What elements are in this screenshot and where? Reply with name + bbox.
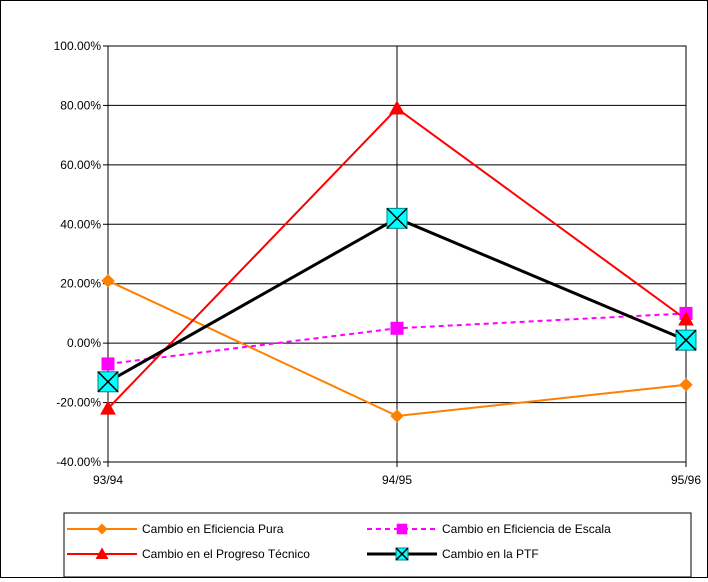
square-marker — [101, 357, 115, 371]
legend-label: Cambio en la PTF — [442, 547, 539, 561]
grid-lines — [103, 45, 687, 467]
diamond-marker — [679, 378, 693, 392]
x-box-marker-cross — [395, 547, 409, 561]
diamond-marker — [390, 409, 404, 423]
y-tick-label: 0.00% — [67, 336, 101, 350]
x-tick-label: 94/95 — [382, 473, 412, 487]
legend-label: Cambio en el Progreso Técnico — [142, 547, 310, 561]
y-tick-label: 40.00% — [60, 217, 101, 231]
x-box-marker-cross — [386, 207, 408, 229]
y-tick-label: 100.00% — [54, 39, 102, 53]
x-tick-label: 95/96 — [671, 473, 701, 487]
x-axis-labels: 93/94 94/95 95/96 — [93, 473, 701, 487]
legend: Cambio en Eficiencia Pura Cambio en Efici… — [63, 512, 692, 578]
y-tick-label: -20.00% — [56, 396, 101, 410]
y-tick-label: 60.00% — [60, 158, 101, 172]
y-tick-label: -40.00% — [56, 455, 101, 469]
plot-area-border — [107, 45, 687, 463]
y-axis-labels: 100.00% 80.00% 60.00% 40.00% 20.00% 0.00% -20.… — [54, 39, 102, 469]
y-tick-label: 80.00% — [60, 98, 101, 112]
triangle-marker — [95, 547, 109, 559]
triangle-marker — [389, 100, 405, 115]
legend-label: Cambio en Eficiencia de Escala — [442, 522, 611, 536]
y-tick-label: 20.00% — [60, 277, 101, 291]
series-markers — [97, 100, 697, 423]
diamond-marker — [101, 274, 115, 288]
diamond-marker — [96, 523, 108, 535]
x-box-marker-cross — [97, 371, 119, 393]
triangle-marker — [678, 311, 694, 326]
x-tick-label: 93/94 — [93, 473, 123, 487]
square-marker — [390, 321, 404, 335]
legend-label: Cambio en Eficiencia Pura — [142, 522, 284, 536]
triangle-marker — [100, 400, 116, 415]
legend-box — [63, 512, 692, 578]
x-box-marker-cross — [675, 329, 697, 351]
square-marker — [396, 523, 408, 535]
